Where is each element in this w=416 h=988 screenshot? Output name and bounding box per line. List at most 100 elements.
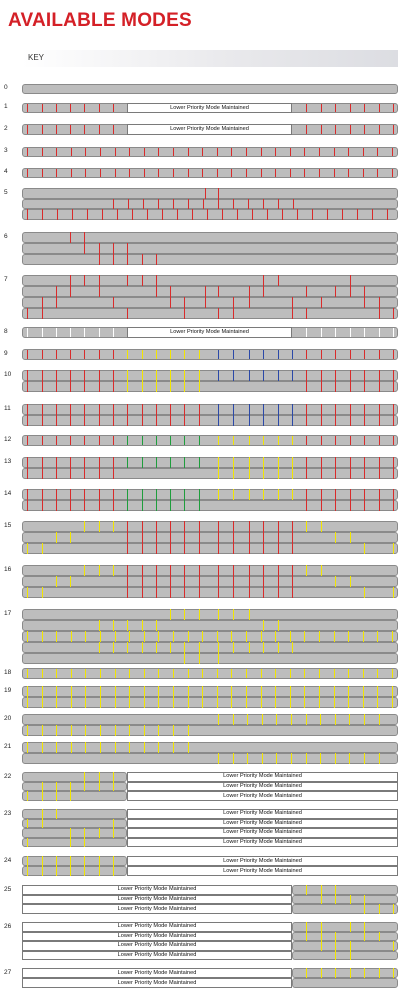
mode-strip (22, 370, 398, 381)
mode-tick (320, 753, 322, 764)
mode-tick (379, 104, 381, 112)
mode-number: 9 (4, 349, 8, 357)
mode-tick (276, 714, 278, 725)
mode-tick (377, 686, 379, 697)
mode-tick (321, 521, 323, 532)
mode-number: 19 (4, 687, 12, 694)
mode-tick (42, 297, 44, 308)
mode-tick (199, 457, 201, 468)
mode-tick (156, 436, 158, 445)
mode-tick (237, 209, 239, 220)
mode-tick (306, 457, 308, 479)
mode-tick (335, 931, 337, 941)
mode-tick (364, 753, 366, 764)
mode-strip (22, 725, 398, 736)
mode-tick (233, 642, 235, 653)
mode-tick (306, 436, 308, 445)
mode-tick (306, 521, 308, 532)
mode-tick (184, 436, 186, 445)
mode-tick (85, 697, 87, 708)
mode-tick (335, 489, 337, 511)
mode-tick (218, 457, 220, 479)
mode-tick (321, 436, 323, 445)
mode-tick (142, 642, 144, 653)
mode-strip (22, 297, 398, 308)
mode-tick (392, 631, 394, 642)
mode-tick (291, 753, 293, 764)
mode-tick (70, 791, 72, 801)
mode-tick (99, 642, 101, 653)
mode-tick (217, 686, 219, 697)
mode-strip (22, 349, 398, 360)
mode-tick (249, 297, 251, 308)
mode-tick (304, 669, 306, 678)
mode-tick (184, 489, 186, 511)
mode-number: 18 (4, 668, 12, 676)
maintained-line-box (127, 772, 398, 782)
mode-tick (170, 436, 172, 445)
mode-tick (249, 565, 251, 598)
mode-tick (246, 631, 248, 642)
maintained-line-box (127, 837, 398, 847)
mode-number: 4 (4, 168, 8, 175)
mode-tick (205, 286, 207, 297)
mode-tick (99, 866, 101, 876)
mode-strip (292, 978, 398, 988)
mode-tick (158, 169, 160, 177)
mode-tick (233, 753, 235, 764)
mode-tick (56, 742, 58, 753)
mode-tick (249, 436, 251, 445)
mode-tick (99, 436, 101, 445)
mode-tick (70, 828, 72, 838)
mode-tick (350, 894, 352, 905)
mode-tick (144, 631, 146, 642)
mode-tick (188, 198, 190, 210)
mode-tick (392, 169, 394, 177)
mode-tick (42, 125, 44, 134)
mode-tick (350, 328, 352, 337)
mode-tick (364, 404, 366, 426)
mode-tick (100, 669, 102, 678)
mode-tick (350, 941, 352, 951)
mode-number: 16 (4, 566, 12, 573)
mode-tick (84, 521, 86, 532)
maintained-text: Lower Priority Mode Maintained (223, 838, 302, 845)
mode-tick (392, 686, 394, 697)
maintained-line-box (127, 866, 398, 876)
mode-tick (348, 631, 350, 642)
mode-tick (335, 532, 337, 543)
mode-tick (263, 275, 265, 286)
maintained-line-box (22, 968, 292, 978)
mode-tick (262, 753, 264, 764)
mode-strip (292, 904, 398, 914)
mode-tick (218, 489, 220, 500)
mode-tick (393, 587, 395, 598)
mode-strip (22, 809, 127, 819)
mode-tick (142, 370, 144, 392)
mode-tick (156, 565, 158, 598)
maintained-line-box (127, 781, 398, 792)
mode-tick (231, 169, 233, 177)
mode-tick (113, 856, 115, 866)
mode-tick (192, 209, 194, 220)
mode-tick (249, 521, 251, 554)
maintained-text: Lower Priority Mode Maintained (170, 104, 249, 111)
mode-tick (142, 350, 144, 359)
mode-strip (22, 489, 398, 500)
mode-tick (144, 148, 146, 156)
mode-number: 1 (4, 103, 8, 110)
mode-tick (56, 866, 58, 876)
mode-tick (363, 669, 365, 678)
mode-tick (70, 489, 72, 511)
mode-tick (156, 457, 158, 468)
mode-tick (249, 457, 251, 479)
mode-tick (84, 772, 86, 782)
mode-tick (249, 404, 251, 426)
mode-number: 26 (4, 923, 12, 930)
mode-tick (113, 350, 115, 359)
mode-tick (364, 104, 366, 112)
mode-tick (127, 521, 129, 554)
mode-tick (217, 669, 219, 678)
mode-tick (27, 725, 29, 736)
mode-number: 6 (4, 233, 8, 240)
